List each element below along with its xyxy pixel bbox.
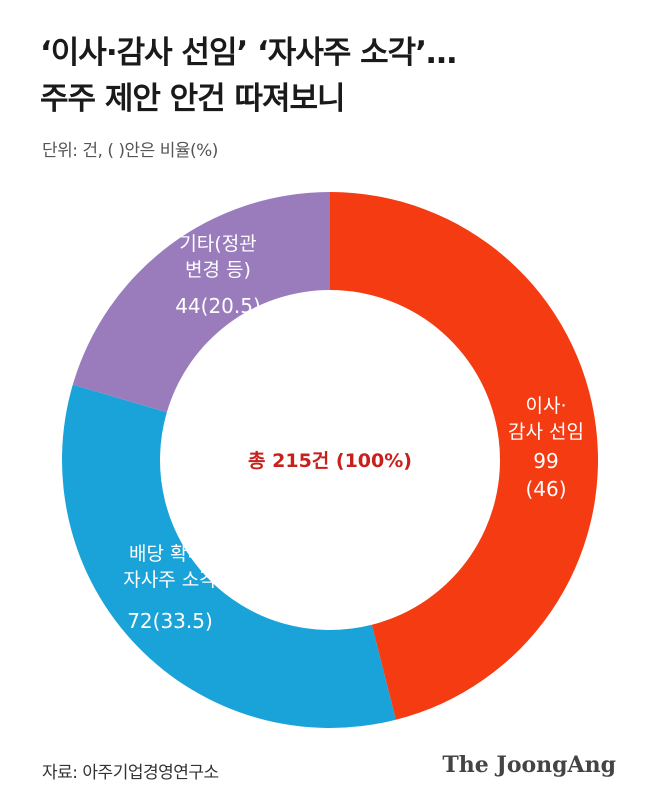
slice-label-1-line-1: 자사주 소각 <box>123 569 216 591</box>
slice-label-0-line-1: 감사 선임 <box>508 421 584 443</box>
slice-label-1-line-0: 배당 확대· <box>129 543 211 565</box>
chart-title: ‘이사·감사 선임’ ‘자사주 소각’… 주주 제안 안건 따져보니 <box>40 30 630 122</box>
slice-value-2-line-0: 44(20.5) <box>175 294 261 318</box>
title-line-2: 주주 제안 안건 따져보니 <box>40 81 346 117</box>
slice-value-1-line-0: 72(33.5) <box>127 609 213 633</box>
slice-label-0-line-0: 이사· <box>526 395 567 417</box>
slice-label-2-line-0: 기타(정관 <box>179 233 256 255</box>
slice-value-0-line-1: (46) <box>525 477 566 501</box>
unit-note: 단위: 건, ( )안은 비율(%) <box>42 141 218 161</box>
donut-slice-1 <box>62 384 396 728</box>
donut-slice-2 <box>72 192 331 413</box>
slice-value-0-line-0: 99 <box>533 449 558 473</box>
source-note: 자료: 아주기업경영연구소 <box>42 763 219 783</box>
title-line-1: ‘이사·감사 선임’ ‘자사주 소각’… <box>40 35 457 71</box>
brand-logo: The JoongAng <box>442 752 616 778</box>
slice-label-2-line-1: 변경 등) <box>185 259 251 281</box>
center-total-label: 총 215건 (100%) <box>248 450 412 472</box>
donut-slice-0 <box>330 192 598 720</box>
